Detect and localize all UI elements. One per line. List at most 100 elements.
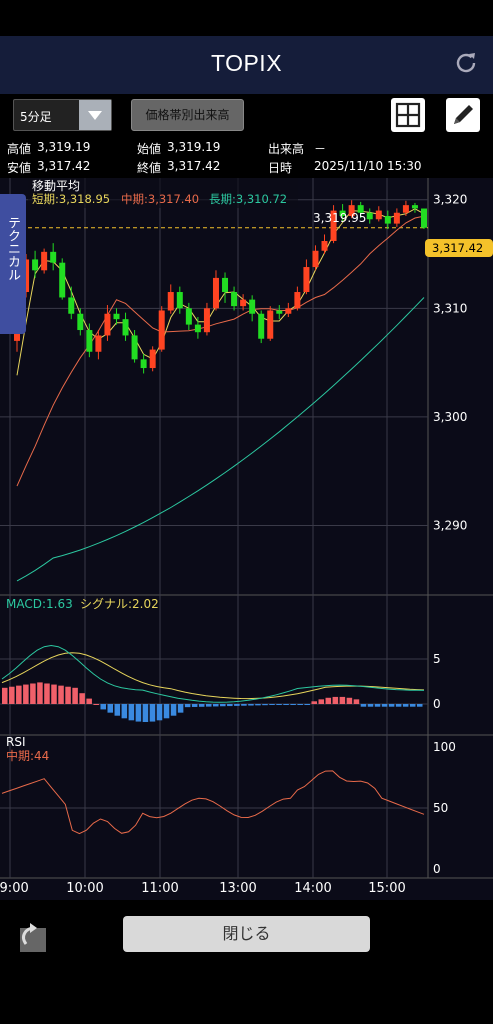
x-tick-label: 09:00 xyxy=(0,881,29,896)
grid-layout-button[interactable] xyxy=(391,98,425,132)
macd-bar xyxy=(149,704,156,722)
rsi-panel xyxy=(1,770,425,835)
datetime-value: 2025/11/10 15:30 xyxy=(314,159,422,173)
macd-bar xyxy=(360,704,367,707)
macd-bar xyxy=(198,704,205,707)
candle-body xyxy=(86,330,93,352)
macd-bar xyxy=(297,704,303,705)
candle-body xyxy=(348,205,355,217)
candle-body xyxy=(312,250,319,268)
ma-short-line xyxy=(16,208,425,376)
macd-bar xyxy=(86,698,92,704)
high-value: 3,319.19 xyxy=(37,140,91,154)
candles xyxy=(14,200,427,374)
candle-body xyxy=(303,267,310,293)
macd-bar xyxy=(374,704,381,707)
rsi-title: RSI xyxy=(6,735,26,749)
candle-body xyxy=(194,324,201,333)
y-tick-label: 5 xyxy=(433,652,441,666)
macd-bar xyxy=(79,693,85,704)
ohlc-info: 高値 3,319.19 始値 3,319.19 出来高 － 安値 3,317.4… xyxy=(0,138,493,178)
pencil-icon xyxy=(454,105,473,124)
candle-body xyxy=(222,277,229,293)
x-tick-label: 15:00 xyxy=(368,881,405,896)
macd-bar xyxy=(269,704,275,705)
volume-value: － xyxy=(314,142,327,156)
candle-body xyxy=(23,259,30,293)
macd-bar xyxy=(241,704,247,706)
ma-short-label: 短期:3,318.95 xyxy=(32,192,110,206)
candle-body xyxy=(50,251,57,263)
draw-button[interactable] xyxy=(446,98,480,132)
candle-body xyxy=(140,359,147,369)
candle-body xyxy=(294,292,301,309)
candle-body xyxy=(59,262,66,298)
rsi-mid-label: 中期:44 xyxy=(6,748,49,763)
chart-area[interactable]: 09:00 10:00 11:00 13:00 14:00 15:00 3,320 3,310… xyxy=(0,178,493,900)
candle-body xyxy=(375,210,382,220)
macd-bar xyxy=(381,704,388,707)
y-tick-label: 3,300 xyxy=(433,410,467,424)
macd-bar xyxy=(191,704,198,707)
macd-bar xyxy=(23,684,29,704)
x-tick-label: 13:00 xyxy=(219,881,256,896)
macd-bar xyxy=(409,704,416,707)
macd-bar xyxy=(114,704,121,716)
macd-bar xyxy=(276,704,282,705)
macd-bar xyxy=(262,704,268,706)
refresh-icon[interactable] xyxy=(453,50,479,76)
candle-body xyxy=(321,240,328,251)
macd-bar xyxy=(58,685,64,704)
candle-body xyxy=(249,299,256,314)
macd-bar xyxy=(248,704,254,706)
y-tick-label: 3,310 xyxy=(433,301,467,315)
technical-tab[interactable]: テクニカル xyxy=(0,194,26,334)
candle-body xyxy=(258,313,265,339)
open-value: 3,319.19 xyxy=(167,140,221,154)
candle-body xyxy=(77,313,84,331)
ma-long-line xyxy=(16,297,425,582)
price-chart[interactable]: 09:00 10:00 11:00 13:00 14:00 15:00 3,320 3,310… xyxy=(0,178,493,900)
technical-tab-label: テクニカル xyxy=(5,216,20,281)
page-title: TOPIX xyxy=(210,50,283,76)
macd-bar xyxy=(9,686,15,704)
high-label: 高値 xyxy=(7,142,32,156)
macd-bar xyxy=(177,704,184,713)
macd-bar xyxy=(304,704,310,705)
ma-mid-label: 中期:3,317.40 xyxy=(121,192,199,206)
macd-bar xyxy=(367,704,374,707)
macd-bar xyxy=(205,704,212,707)
x-tick-label: 14:00 xyxy=(294,881,331,896)
macd-bar xyxy=(227,704,233,707)
macd-bar xyxy=(51,684,57,704)
current-price-label: 3,317.42 xyxy=(432,241,483,255)
candle-body xyxy=(366,212,373,220)
macd-bar xyxy=(388,704,395,707)
macd-bar xyxy=(346,697,353,704)
interval-select[interactable]: 5分足 xyxy=(13,99,112,131)
macd-bar xyxy=(100,704,106,710)
macd-bar xyxy=(128,704,135,721)
candle-body xyxy=(421,208,427,228)
candle-body xyxy=(32,259,39,271)
candle-body xyxy=(41,251,48,271)
close-button[interactable]: 閉じる xyxy=(123,916,370,952)
status-bar xyxy=(0,0,493,36)
volume-label: 出来高 xyxy=(268,142,305,156)
app-header: TOPIX xyxy=(0,36,493,94)
back-icon[interactable] xyxy=(10,918,48,954)
macd-bar xyxy=(395,704,402,707)
peak-price-label: 3,319.95 xyxy=(313,211,366,225)
ma-title: 移動平均 xyxy=(32,179,80,193)
candle-body xyxy=(167,292,174,311)
candle-body xyxy=(149,349,156,369)
price-volume-button[interactable]: 価格帯別出来高 xyxy=(131,99,244,131)
x-tick-label: 11:00 xyxy=(141,881,178,896)
candle-body xyxy=(357,205,364,213)
signal-label: シグナル:2.02 xyxy=(80,597,159,611)
macd-bar xyxy=(2,687,8,704)
macd-bar xyxy=(220,704,226,707)
y-tick-label: 3,320 xyxy=(433,193,467,207)
low-value: 3,317.42 xyxy=(37,159,91,173)
close-value: 3,317.42 xyxy=(167,159,221,173)
